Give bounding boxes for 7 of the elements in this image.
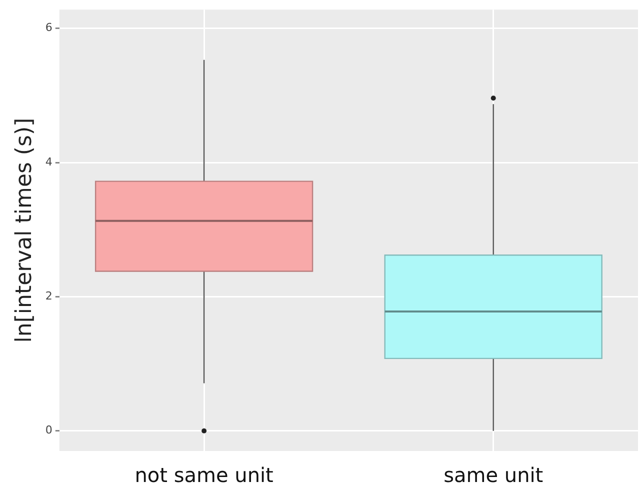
- x-tick-label: same unit: [444, 463, 544, 488]
- y-tick-label: 6: [45, 21, 52, 34]
- y-tick-label: 2: [45, 290, 52, 303]
- y-axis-title: ln[interval times (s)]: [12, 118, 37, 343]
- y-tick-label: 4: [45, 155, 52, 168]
- y-tick-label: 0: [45, 424, 52, 437]
- x-tick-label: not same unit: [134, 463, 274, 488]
